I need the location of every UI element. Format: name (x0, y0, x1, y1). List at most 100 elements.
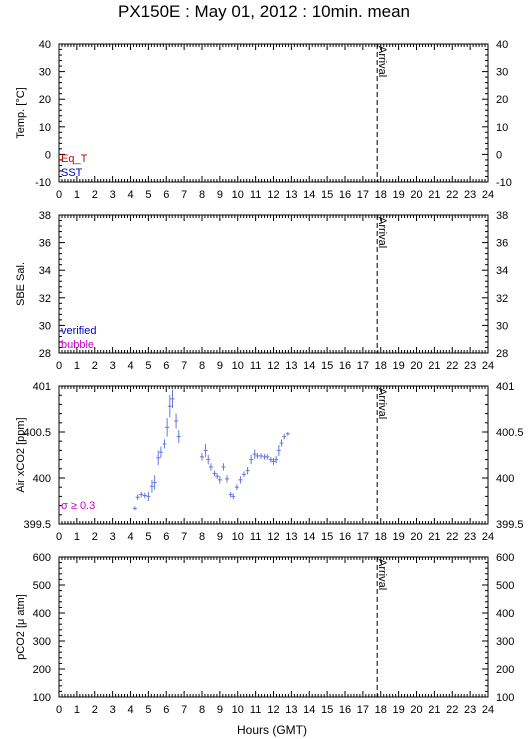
x-tick-label: 14 (303, 360, 315, 372)
x-tick-label: 0 (56, 360, 62, 372)
x-tick-label: 0 (56, 189, 62, 201)
x-tick-label: 5 (145, 704, 151, 716)
x-tick-label: 23 (464, 360, 476, 372)
y-tick-label-right: 0 (496, 149, 502, 161)
x-tick-label: 11 (250, 704, 261, 716)
x-tick-label: 22 (446, 189, 458, 201)
x-tick-label: 21 (428, 531, 440, 543)
y-tick-label-right: 10 (496, 122, 508, 134)
y-tick-label-left: 38 (39, 210, 51, 222)
y-tick-label-left: 200 (33, 664, 51, 676)
x-tick-label: 21 (428, 360, 440, 372)
x-tick-label: 23 (464, 704, 476, 716)
x-tick-label: 3 (110, 360, 116, 372)
x-tick-label: 16 (339, 531, 351, 543)
y-tick-label-left: 100 (33, 692, 51, 704)
panel-3: 0 1 2 3 4 5 6 7 8 9 10 11 12 13 14 15 16 17 18 19 20 21 22 23 24… (15, 381, 524, 543)
x-tick-label: 10 (232, 360, 244, 372)
x-tick-label: 2 (92, 189, 98, 201)
x-tick-label: 4 (127, 704, 133, 716)
legend-bubble: bubble (61, 339, 94, 351)
x-tick-label: 18 (375, 531, 387, 543)
y-tick-label-right: 400.5 (496, 427, 524, 439)
data-point (135, 494, 140, 501)
x-tick-label: 22 (446, 704, 458, 716)
data-point (274, 455, 279, 464)
x-tick-label: 10 (232, 531, 244, 543)
x-tick-label: 10 (232, 704, 244, 716)
data-point (206, 455, 211, 465)
x-tick-label: 21 (428, 704, 440, 716)
data-point (167, 395, 172, 418)
data-point (146, 491, 151, 501)
x-tick-label: 4 (127, 189, 133, 201)
data-point (165, 418, 170, 437)
x-tick-label: 1 (74, 704, 80, 716)
chart-title: PX150E : May 01, 2012 : 10min. mean (118, 2, 410, 21)
data-point (203, 443, 208, 457)
x-tick-label: 23 (464, 189, 476, 201)
x-tick-label: 18 (375, 360, 387, 372)
x-tick-label: 6 (163, 704, 169, 716)
y-tick-label-right: -10 (496, 177, 512, 189)
x-tick-label: 5 (145, 531, 151, 543)
x-tick-label: 1 (74, 189, 80, 201)
x-tick-label: 19 (393, 531, 405, 543)
data-point (158, 446, 163, 458)
data-point (238, 476, 243, 484)
x-tick-label: 19 (393, 704, 405, 716)
x-tick-label: 15 (321, 189, 333, 201)
data-series (132, 389, 290, 511)
data-point (200, 453, 204, 461)
y-tick-label-right: 100 (496, 692, 514, 704)
y-tick-label-right: 30 (496, 67, 508, 79)
data-point (174, 413, 179, 429)
data-point (217, 476, 222, 484)
x-tick-label: 16 (339, 704, 351, 716)
x-tick-label: 17 (357, 189, 369, 201)
x-tick-label: 5 (145, 189, 151, 201)
y-axis-label: Air xCO2 [ppm] (15, 417, 27, 492)
x-tick-label: 21 (428, 189, 440, 201)
x-tick-label: 20 (410, 189, 422, 201)
x-tick-label: 11 (250, 360, 261, 372)
x-tick-label: 6 (163, 360, 169, 372)
y-tick-label-right: 399.5 (496, 519, 524, 531)
data-point (258, 453, 263, 459)
plot-frame (58, 214, 489, 354)
arrival-label: Arrival (376, 46, 388, 77)
data-point (252, 449, 257, 459)
data-point (215, 473, 220, 479)
x-tick-label: 9 (217, 531, 223, 543)
sigma-annotation: σ ≥ 0.3 (61, 500, 95, 512)
arrival-label: Arrival (376, 388, 388, 419)
y-tick-label-right: 20 (496, 94, 508, 106)
legend-eq-t: Eq_T (61, 153, 88, 165)
y-tick-label-right: 200 (496, 664, 514, 676)
y-tick-label-right: 34 (496, 265, 508, 277)
x-tick-label: 18 (375, 704, 387, 716)
data-point (156, 450, 161, 466)
x-tick-label: 17 (357, 704, 369, 716)
x-tick-label: 13 (285, 360, 297, 372)
x-tick-label: 8 (199, 360, 205, 372)
data-point (132, 506, 137, 511)
y-tick-label-left: 30 (39, 67, 51, 79)
x-tick-label: 17 (357, 360, 369, 372)
data-point (212, 470, 217, 477)
x-tick-label: 9 (217, 189, 223, 201)
x-tick-label: 7 (181, 704, 187, 716)
data-point (139, 491, 144, 498)
y-tick-label-left: 20 (39, 94, 51, 106)
y-tick-label-right: 28 (496, 348, 508, 360)
x-tick-label: 15 (321, 531, 333, 543)
y-tick-label-left: 40 (39, 39, 51, 51)
x-tick-label: 0 (56, 531, 62, 543)
x-tick-label: 24 (482, 704, 494, 716)
y-tick-label-right: 32 (496, 293, 508, 305)
panels: 0 1 2 3 4 5 6 7 8 9 10 11 12 13 14 15 16 17 18 19 20 21 22 23 24… (15, 39, 524, 716)
x-axis-label: Hours (GMT) (237, 723, 307, 737)
y-tick-label-left: 500 (33, 580, 51, 592)
plot-frame (58, 43, 489, 183)
x-tick-label: 19 (393, 189, 405, 201)
